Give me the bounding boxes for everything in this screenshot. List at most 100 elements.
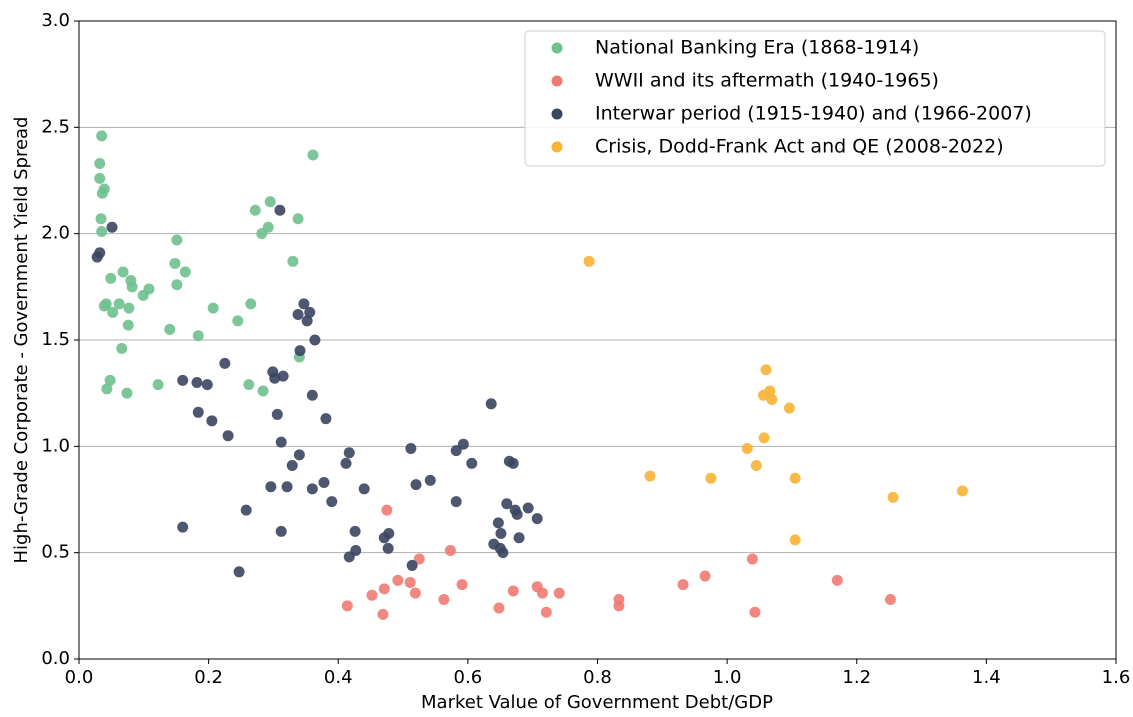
point [507,457,519,469]
point [404,576,416,588]
point [513,532,525,544]
point [677,579,689,591]
point [507,585,519,597]
x-tick-label: 0.4 [324,667,353,688]
point [179,266,191,278]
point [705,472,717,484]
point [392,574,404,586]
point [758,432,770,444]
point [450,445,462,457]
point [383,528,395,540]
point [143,283,155,295]
point [116,343,128,355]
point [406,559,418,571]
point [497,547,509,559]
legend-marker [551,141,563,153]
y-tick-label: 0.0 [41,648,70,669]
x-tick-label: 0.8 [583,667,612,688]
point [495,528,507,540]
point [613,600,625,612]
y-tick-label: 2.0 [41,223,70,244]
point [511,508,523,520]
point [492,517,504,529]
legend-label: National Banking Era (1868-1914) [595,37,919,59]
point [262,221,274,233]
point [536,587,548,599]
point [117,266,129,278]
point [292,213,304,225]
point [207,302,219,314]
point [201,379,213,391]
point [107,306,119,318]
point [104,374,116,386]
point [320,413,332,425]
point [192,330,204,342]
point [177,374,189,386]
point [293,449,305,461]
point [493,602,505,614]
point [760,364,772,376]
point [123,302,135,314]
point [101,383,113,395]
point [485,398,497,410]
point [94,172,106,184]
point [307,149,319,161]
point [233,566,245,578]
y-tick-label: 2.5 [41,116,70,137]
point [531,513,543,525]
point [343,447,355,459]
y-axis-label: High-Grade Corporate - Government Yield … [11,117,32,564]
point [304,306,316,318]
x-tick-label: 0.6 [454,667,483,688]
point [887,491,899,503]
point [466,457,478,469]
point [746,553,758,565]
legend-marker [551,75,563,87]
x-tick-label: 0.2 [194,667,223,688]
point [126,281,138,293]
point [341,600,353,612]
point [206,415,218,427]
point [292,308,304,320]
point [121,387,133,399]
y-tick-label: 1.0 [41,435,70,456]
legend-label: WWII and its aftermath (1940-1965) [595,70,939,92]
point [275,436,287,448]
y-tick-label: 1.5 [41,329,70,350]
legend-label: Crisis, Dodd-Frank Act and QE (2008-2022… [595,136,1004,158]
point [789,534,801,546]
point [358,483,370,495]
point [169,257,181,269]
point [281,481,293,493]
point [956,485,968,497]
point [409,587,421,599]
legend-marker [551,42,563,54]
point [749,606,761,618]
point [240,504,252,516]
x-tick-label: 1.2 [842,667,871,688]
point [522,502,534,514]
point [382,542,394,554]
point [269,372,281,384]
point [122,319,134,331]
point [410,479,422,491]
legend-marker [551,108,563,120]
point [274,204,286,216]
point [152,379,164,391]
point [444,545,456,557]
x-axis-label: Market Value of Government Debt/GDP [421,692,773,713]
point [96,187,108,199]
point [171,279,183,291]
point [271,408,283,420]
point [265,481,277,493]
point [309,334,321,346]
point [192,406,204,418]
point [764,385,776,397]
point [249,204,261,216]
point [243,379,255,391]
point [378,583,390,595]
point [96,130,108,142]
x-tick-label: 0.0 [65,667,94,688]
point [94,247,106,259]
